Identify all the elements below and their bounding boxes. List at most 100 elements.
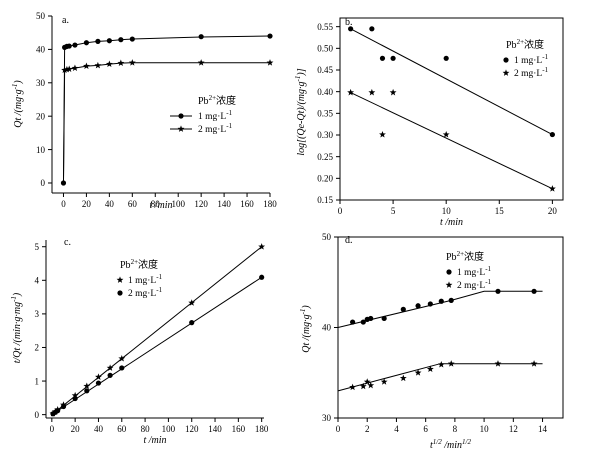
legend-marker [116,276,124,283]
x-axis-title: t /min [149,200,172,211]
data-point [414,369,422,376]
data-point [118,37,124,43]
series-1 [60,33,273,186]
data-point [548,185,556,192]
legend-title: Pb2+浓度 [506,38,544,51]
series-line [350,28,553,136]
data-point [415,303,421,309]
legend-entry: 1 mg·L-1 [198,109,233,122]
series-2 [347,88,556,192]
data-point [65,65,73,73]
data-point [443,55,449,61]
x-tick-label: 140 [208,424,222,434]
x-tick-label: 0 [338,206,343,216]
panel-label: a. [62,15,69,26]
y-axis-title: Qt /(mg·g-1) [299,305,312,353]
data-point [259,274,265,280]
x-tick-label: 0 [50,424,55,434]
data-point [389,88,397,96]
data-point [60,403,67,410]
data-point [530,360,538,367]
data-point [438,298,444,304]
chart-panel-4: 0 2 4 6 8 10 12 14 30 40 50 d. t1/2 /min1/2 Qt /(mg·g… [299,232,564,451]
series-line [62,62,270,183]
data-point [83,40,90,46]
legend-entry: 2 mg·L-1 [128,286,163,299]
data-point [107,372,113,378]
y-axis-title: t/Qt /(min·g·mg-1) [10,292,23,363]
legend-marker [446,269,452,275]
y-axis-title: log[(Qe-Qt)/(mg·g-1)] [294,68,307,155]
data-point [118,354,126,362]
data-point [106,38,112,44]
y-tick-label: 0 [35,410,40,420]
y-tick-label: 2 [35,343,40,353]
data-point [359,382,367,390]
legend: Pb2+浓度 1 mg·L-12 mg·L-1 [170,94,236,135]
data-point [117,59,125,66]
x-tick-label: 180 [263,199,277,209]
x-tick-label: 0 [336,424,341,434]
data-point [381,315,387,322]
data-point [349,383,357,391]
legend-title: Pb2+浓度 [446,250,484,263]
legend-marker [445,281,453,288]
series-line [62,35,271,183]
legend-marker [502,69,510,76]
x-tick-label: 15 [495,206,505,216]
legend-entry: 2 mg·L-1 [457,278,492,291]
x-tick-label: 100 [171,199,185,209]
data-point [83,382,91,390]
data-point [369,26,375,32]
y-tick-label: 50 [36,11,46,21]
data-point [368,315,374,322]
x-tick-label: 8 [453,424,458,434]
x-tick-label: 12 [509,424,518,434]
data-point [549,131,555,138]
data-point [390,55,396,61]
legend: Pb2+浓度 1 mg·L-12 mg·L-1 [502,38,549,79]
y-tick-label: 0.15 [317,195,333,205]
y-tick-label: 0.45 [317,65,333,75]
x-tick-label: 6 [423,424,428,434]
data-point [66,43,72,49]
y-tick-label: 30 [36,78,46,88]
data-point [367,381,375,389]
legend-title: Pb2+浓度 [198,94,236,107]
legend: Pb2+浓度 1 mg·L-12 mg·L-1 [445,250,492,291]
data-point [197,59,205,66]
y-tick-label: 5 [35,242,40,252]
data-point [427,301,433,307]
x-tick-label: 10 [442,206,452,216]
y-tick-label: 10 [36,145,46,155]
data-point [105,60,113,67]
legend-marker [503,57,509,63]
x-tick-label: 2 [365,424,370,434]
y-tick-label: 0 [41,178,46,188]
data-point [95,380,102,386]
data-point [84,388,90,394]
x-tick-label: 80 [151,199,161,209]
x-tick-label: 160 [240,199,254,209]
x-axis-title: t /min [143,435,166,446]
x-tick-label: 20 [548,206,558,216]
x-tick-label: 40 [105,199,115,209]
legend-entry: 2 mg·L-1 [198,122,233,135]
x-tick-label: 60 [117,424,127,434]
x-axis-title: t1/2 /min1/2 [430,438,471,451]
x-tick-label: 20 [71,424,81,434]
y-tick-label: 3 [35,309,40,319]
data-point [83,62,90,70]
data-point [347,88,355,96]
y-tick-label: 0.20 [317,174,333,184]
data-point [363,378,371,385]
y-tick-label: 0.25 [317,152,333,162]
legend: Pb2+浓度 1 mg·L-12 mg·L-1 [116,258,163,299]
data-point [348,26,354,32]
y-tick-label: 50 [322,232,332,242]
data-point [188,299,196,306]
legend-marker [117,290,123,296]
y-tick-label: 4 [35,276,40,286]
x-tick-label: 120 [194,199,208,209]
